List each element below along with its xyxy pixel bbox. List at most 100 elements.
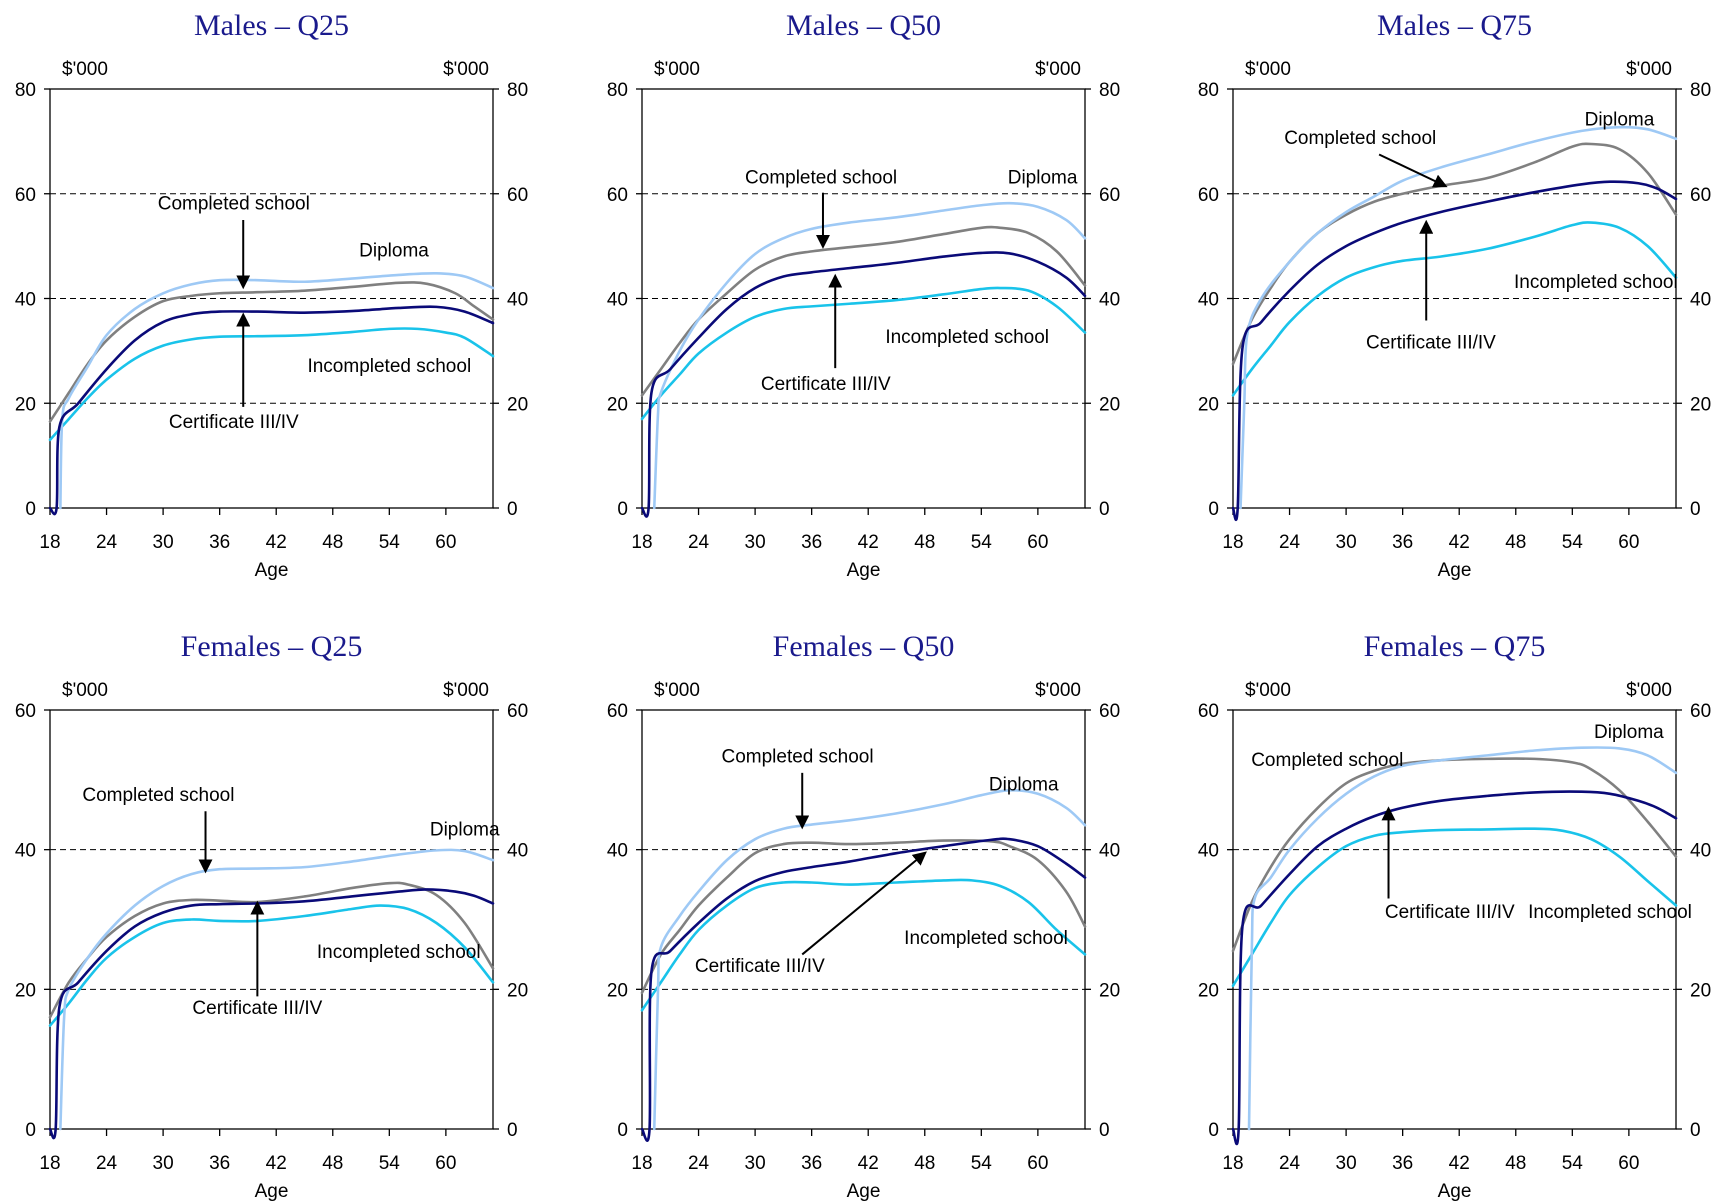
y-tick-label-right: 0 [507,499,518,520]
y-tick-label-left: 80 [607,80,628,101]
y-tick-label-right: 20 [1690,980,1711,1001]
x-tick-label: 24 [688,532,710,553]
x-tick-label: 54 [1562,1153,1584,1174]
y-tick-label-right: 60 [507,701,528,722]
y-tick-label-left: 40 [1198,290,1219,311]
x-tick-label: 42 [858,1153,879,1174]
annotation-diploma: Diploma [430,820,500,841]
y-tick-label-left: 60 [1198,701,1219,722]
y-tick-label-right: 20 [507,394,528,415]
x-tick-label: 30 [153,532,174,553]
annotation-completed-school: Completed school [745,167,897,188]
x-tick-label: 18 [631,532,652,553]
x-tick-label: 30 [745,532,766,553]
annotation-arrow [801,851,927,956]
y-tick-label-right: 60 [507,185,528,206]
x-tick-label: 18 [39,532,60,553]
x-tick-label: 60 [1027,532,1048,553]
plot-frame [49,709,494,1130]
x-tick-label: 30 [1336,1153,1357,1174]
x-tick-label: 48 [1505,532,1526,553]
series-line-incompleted-school [48,327,495,442]
x-tick-label: 18 [1222,1153,1243,1174]
series-line-incompleted-school [1231,827,1678,988]
y-tick-label-left: 80 [1198,80,1219,101]
x-tick-label: 36 [1392,1153,1413,1174]
x-tick-label: 30 [153,1153,174,1174]
y-tick-label-left: 0 [25,499,36,520]
annotation-certificate-iii-iv: Certificate III/IV [1385,902,1515,923]
y-tick-label-right: 40 [507,290,528,311]
series-line-completed-school [640,225,1087,397]
x-tick-label: 24 [96,532,118,553]
annotation-arrow [1378,153,1448,188]
x-tick-label: 24 [1279,1153,1301,1174]
x-tick-label: 42 [1449,1153,1470,1174]
chart-panel-males-q25: Males – Q25 $'000 $'000 0 0 20 20 40 40 60 60 80 80 1… [15,9,528,581]
y-tick-label-left: 60 [15,701,36,722]
y-tick-label-right: 80 [507,80,528,101]
annotation-completed-school: Completed school [82,785,234,806]
y-tick-label-right: 40 [507,841,528,862]
x-tick-label: 48 [322,532,343,553]
y-tick-label-right: 0 [507,1120,518,1141]
y-tick-label-right: 80 [1099,80,1120,101]
y-tick-label-left: 20 [607,980,628,1001]
y-tick-label-left: 40 [607,841,628,862]
annotation-certificate-iii-iv: Certificate III/IV [192,998,322,1019]
x-tick-label: 42 [858,532,879,553]
x-tick-label: 24 [1279,532,1301,553]
y-tick-label-left: 40 [15,841,36,862]
y-tick-label-right: 20 [1099,394,1120,415]
chart-panel-females-q50: Females – Q50 $'000 $'000 0 0 20 20 40 40 60 60 18 2… [607,630,1120,1201]
y-tick-label-right: 20 [507,980,528,1001]
x-tick-label: 48 [914,1153,935,1174]
series-line-certificate-iii-iv [48,305,495,516]
x-tick-label: 24 [96,1153,118,1174]
y-tick-label-right: 40 [1099,290,1120,311]
plot-frame [641,709,1086,1130]
x-axis-label: Age [1438,560,1472,581]
left-unit-label: $'000 [1245,59,1291,80]
x-tick-label: 24 [688,1153,710,1174]
y-tick-label-right: 20 [1690,394,1711,415]
left-unit-label: $'000 [654,680,700,701]
x-tick-label: 60 [1027,1153,1048,1174]
y-tick-label-left: 40 [1198,841,1219,862]
y-tick-label-right: 80 [1690,80,1711,101]
chart-panel-males-q75: Males – Q75 $'000 $'000 0 0 20 20 40 40 60 60 80 80 1… [1198,9,1711,581]
y-tick-label-left: 0 [25,1120,36,1141]
y-tick-label-left: 0 [1208,499,1219,520]
x-tick-label: 48 [322,1153,343,1174]
x-tick-label: 60 [1618,532,1639,553]
annotation-diploma: Diploma [1594,722,1664,743]
panel-title: Males – Q50 [786,9,941,42]
y-tick-label-left: 20 [15,394,36,415]
y-tick-label-right: 60 [1690,185,1711,206]
x-tick-label: 30 [1336,532,1357,553]
x-tick-label: 36 [1392,532,1413,553]
x-tick-label: 60 [435,1153,456,1174]
series-line-diploma [1247,746,1678,1131]
left-unit-label: $'000 [654,59,700,80]
x-tick-label: 60 [435,532,456,553]
x-axis-label: Age [255,560,289,581]
x-axis-label: Age [847,560,881,581]
y-tick-label-left: 20 [15,980,36,1001]
x-tick-label: 54 [1562,532,1584,553]
x-tick-label: 48 [914,532,935,553]
x-tick-label: 36 [801,532,822,553]
annotation-incompleted-school: Incompleted school [307,356,471,377]
series-line-diploma [59,272,495,510]
right-unit-label: $'000 [1626,680,1672,701]
x-tick-label: 42 [1449,532,1470,553]
x-tick-label: 30 [745,1153,766,1174]
right-unit-label: $'000 [1626,59,1672,80]
y-tick-label-left: 20 [607,394,628,415]
annotation-certificate-iii-iv: Certificate III/IV [695,956,825,977]
y-tick-label-right: 40 [1099,841,1120,862]
x-tick-label: 54 [379,1153,401,1174]
y-tick-label-left: 40 [15,290,36,311]
y-tick-label-left: 0 [617,499,628,520]
annotation-incompleted-school: Incompleted school [1528,902,1692,923]
